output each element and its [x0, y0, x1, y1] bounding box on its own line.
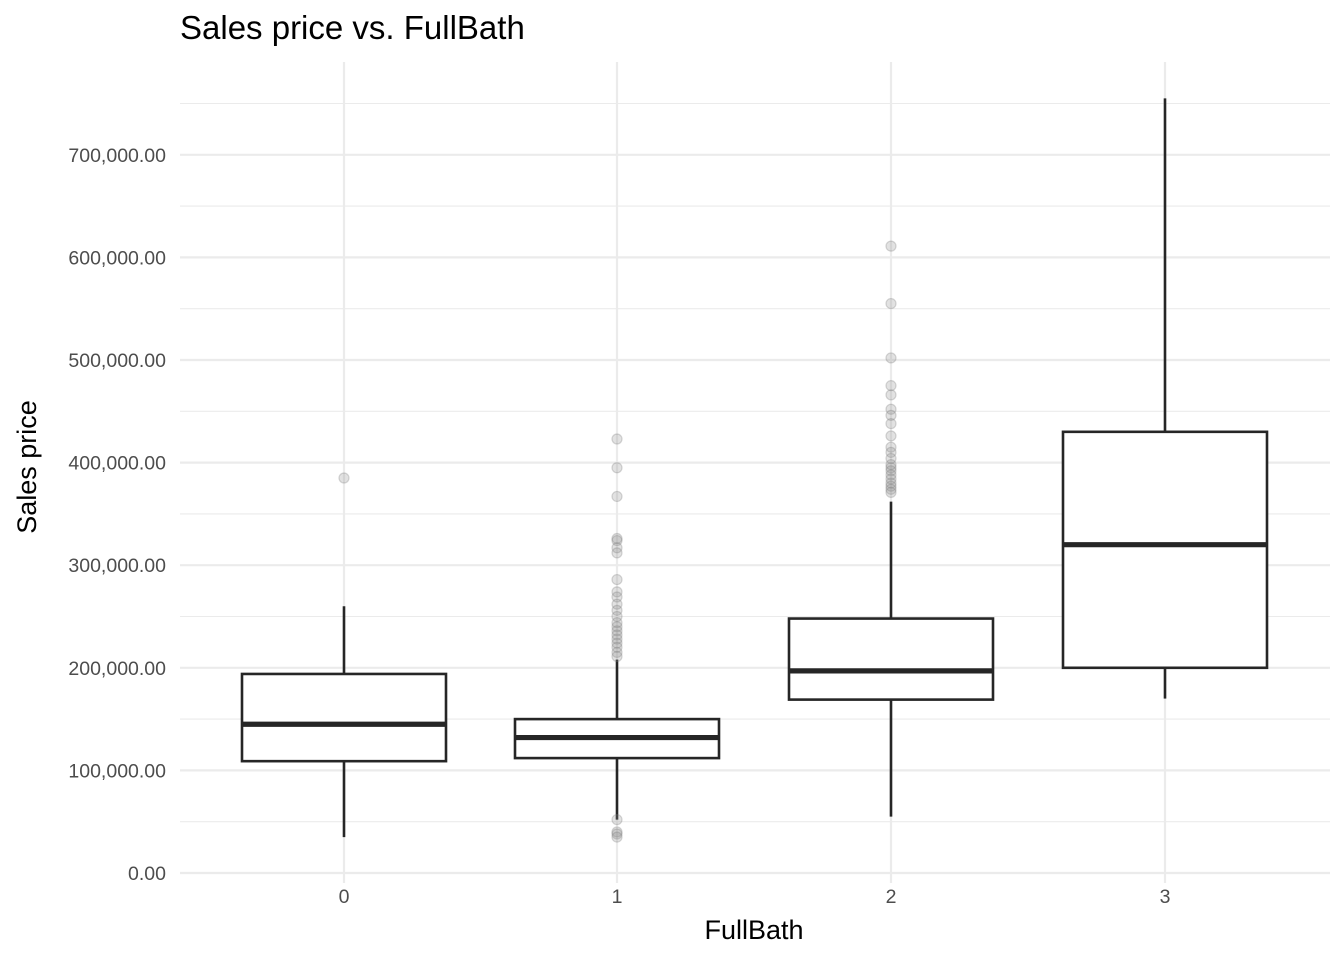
outlier-point	[611, 650, 623, 663]
outlier-point	[611, 826, 623, 838]
outlier-point	[611, 462, 623, 474]
outlier-point	[885, 469, 897, 481]
outlier-point	[611, 646, 623, 659]
outlier-point	[611, 831, 623, 843]
outlier-point	[611, 610, 623, 623]
outlier-point	[611, 828, 623, 840]
outlier-point	[885, 465, 897, 477]
outlier-point	[611, 532, 623, 545]
outlier-point	[611, 637, 623, 649]
x-axis-title: FullBath	[704, 915, 803, 945]
outlier-point	[611, 814, 623, 826]
outlier-point	[885, 480, 897, 492]
x-tick-label: 1	[612, 886, 623, 908]
box-iqr	[1061, 430, 1269, 670]
chart-title: Sales price vs. FullBath	[180, 9, 525, 46]
outlier-point	[885, 446, 897, 458]
outlier-point	[885, 452, 897, 465]
outlier-point	[611, 621, 623, 633]
outlier-point	[611, 490, 623, 503]
outlier-point	[885, 352, 897, 364]
outlier-point	[611, 433, 623, 445]
y-axis-title: Sales price	[12, 400, 42, 534]
y-tick-label: 200,000.00	[68, 658, 166, 680]
outlier-point	[611, 641, 623, 653]
outlier-point	[611, 591, 623, 603]
outlier-point	[885, 389, 897, 401]
y-tick-label: 600,000.00	[68, 247, 166, 269]
outlier-point	[885, 403, 897, 415]
outlier-point	[885, 462, 897, 474]
box-iqr	[787, 617, 995, 701]
x-tick-label: 3	[1160, 886, 1171, 908]
outlier-point	[611, 617, 623, 629]
outlier-point	[885, 441, 897, 453]
outlier-point	[611, 542, 623, 554]
outlier-point	[611, 586, 623, 598]
outlier-point	[885, 486, 897, 498]
y-tick-label: 0.00	[128, 863, 166, 885]
outlier-point	[611, 604, 623, 616]
outlier-point	[885, 483, 897, 495]
outlier-point	[885, 430, 897, 442]
outlier-point	[885, 477, 897, 489]
outlier-point	[611, 573, 623, 586]
box-iqr	[240, 672, 448, 763]
outliers-layer	[338, 240, 897, 843]
outlier-point	[885, 240, 897, 252]
outlier-point	[611, 633, 623, 645]
outlier-point	[611, 598, 623, 610]
outlier-point	[611, 534, 623, 547]
x-tick-label: 2	[886, 886, 897, 908]
x-tick-label: 0	[339, 886, 350, 908]
outlier-point	[611, 629, 623, 641]
y-tick-label: 500,000.00	[68, 350, 166, 372]
y-tick-label: 300,000.00	[68, 555, 166, 577]
outlier-point	[885, 297, 897, 310]
outlier-point	[885, 409, 897, 422]
y-tick-label: 100,000.00	[68, 760, 166, 782]
outlier-point	[885, 473, 897, 485]
outlier-point	[611, 547, 623, 559]
x-axis-tick-labels: 0 1 2 3	[339, 886, 1171, 908]
boxes-layer	[240, 98, 1269, 838]
outlier-point	[338, 472, 350, 484]
outlier-point	[885, 380, 897, 392]
outlier-point	[611, 625, 623, 637]
y-tick-label: 700,000.00	[68, 145, 166, 167]
y-tick-label: 400,000.00	[68, 453, 166, 475]
outlier-point	[885, 418, 897, 430]
outlier-point	[885, 459, 897, 471]
y-axis-tick-labels: 0.00 100,000.00 200,000.00 300,000.00 400,00…	[68, 145, 166, 885]
